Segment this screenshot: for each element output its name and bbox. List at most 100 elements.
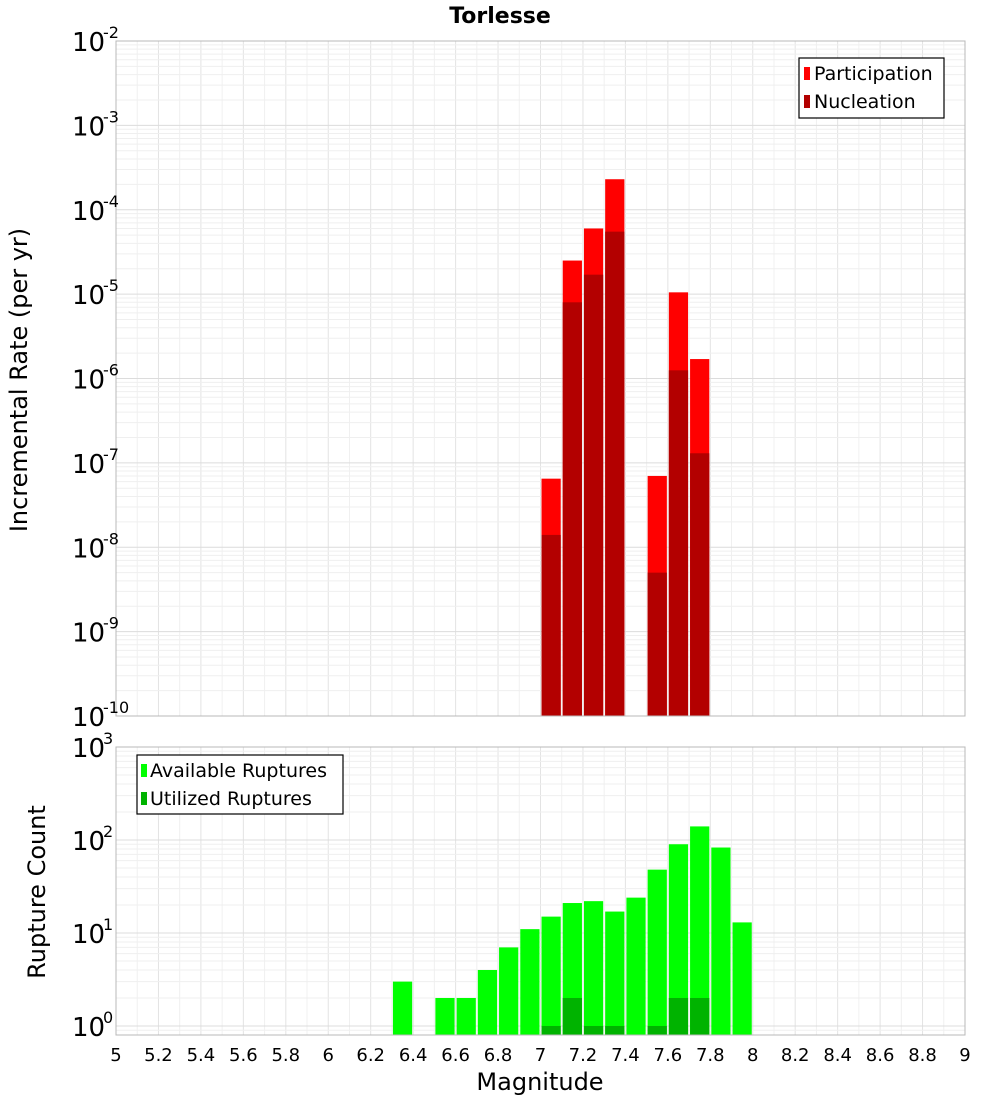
bar-nucleation	[668, 370, 689, 716]
bar-utilized-ruptures	[647, 1025, 667, 1035]
top-y-axis-label: Incremental Rate (per yr)	[5, 228, 33, 532]
legend-label-participation: Participation	[814, 63, 933, 85]
top-plot-frame	[115, 40, 966, 717]
legend-label-nucleation: Nucleation	[814, 91, 916, 113]
x-tick-label: 6.6	[441, 1045, 470, 1066]
bar-available-ruptures	[732, 922, 752, 1035]
top-y-tick-exponent: -9	[103, 614, 119, 633]
top-y-tick-exponent: -3	[103, 107, 119, 126]
legend-swatch-participation	[804, 67, 810, 80]
bar-nucleation	[541, 534, 561, 716]
x-tick-label: 6.2	[356, 1045, 385, 1066]
bar-available-ruptures	[583, 901, 604, 1035]
x-tick-label: 7	[535, 1045, 546, 1066]
bar-utilized-ruptures	[605, 1025, 625, 1035]
top-y-tick-label: 10	[72, 28, 105, 58]
bottom-y-tick-exponent: 2	[103, 822, 113, 841]
top-y-tick-exponent: -6	[103, 361, 119, 380]
bar-utilized-ruptures	[690, 997, 710, 1035]
top-y-tick-label: 10	[72, 112, 105, 142]
bar-utilized-ruptures	[668, 997, 689, 1035]
x-tick-label: 7.2	[569, 1045, 598, 1066]
legend-label-available-ruptures: Available Ruptures	[150, 760, 327, 782]
top-grid	[115, 40, 966, 717]
top-legend: Participation Nucleation	[798, 57, 945, 119]
x-tick-label: 6.4	[399, 1045, 428, 1066]
bar-available-ruptures	[605, 911, 625, 1035]
bottom-legend-box	[136, 754, 344, 815]
x-axis-label: Magnitude	[476, 1068, 603, 1096]
bottom-y-tick-exponent: 1	[103, 915, 113, 934]
bottom-y-tick-exponent: 0	[103, 1008, 113, 1027]
top-y-tick-label: 10	[72, 281, 105, 311]
x-tick-label: 7.6	[654, 1045, 683, 1066]
x-tick-label: 5.6	[229, 1045, 258, 1066]
bottom-y-axis-label: Rupture Count	[23, 805, 51, 979]
legend-label-utilized-ruptures: Utilized Ruptures	[150, 788, 312, 810]
bar-available-ruptures	[711, 847, 731, 1035]
legend-swatch-nucleation	[804, 95, 810, 108]
bar-available-ruptures	[668, 844, 689, 1035]
legend-swatch-utilized-ruptures	[141, 792, 147, 805]
bar-available-ruptures	[477, 969, 498, 1035]
bottom-y-tick-label: 10	[72, 827, 105, 857]
bar-available-ruptures	[626, 897, 646, 1035]
bar-available-ruptures	[647, 869, 667, 1035]
bar-available-ruptures	[499, 947, 519, 1035]
top-y-tick-label: 10	[72, 197, 105, 227]
x-tick-label: 8	[747, 1045, 758, 1066]
chart-title: Torlesse	[449, 4, 551, 29]
x-tick-label: 8.2	[781, 1045, 810, 1066]
x-tick-label: 8.6	[866, 1045, 895, 1066]
bar-utilized-ruptures	[583, 1025, 604, 1035]
bar-available-ruptures	[456, 997, 476, 1035]
top-y-tick-label: 10	[72, 366, 105, 396]
x-tick-label: 9	[959, 1045, 970, 1066]
top-y-tick-label: 10	[72, 450, 105, 480]
x-tick-label: 7.4	[611, 1045, 640, 1066]
bar-utilized-ruptures	[562, 997, 582, 1035]
bottom-bars	[392, 826, 752, 1035]
bar-nucleation	[647, 572, 667, 716]
x-tick-label: 5.2	[144, 1045, 173, 1066]
bar-nucleation	[690, 453, 710, 716]
bar-available-ruptures	[520, 929, 540, 1035]
top-legend-box	[798, 57, 945, 119]
x-tick-label: 8.4	[823, 1045, 852, 1066]
x-tick-label: 5.4	[187, 1045, 216, 1066]
x-tick-label: 5.8	[271, 1045, 300, 1066]
top-y-tick-exponent: -2	[103, 23, 119, 42]
x-tick-label: 8.8	[908, 1045, 937, 1066]
bottom-y-tick-label: 10	[72, 920, 105, 950]
bottom-y-tick-label: 10	[72, 1013, 105, 1043]
top-y-tick-label: 10	[72, 619, 105, 649]
bottom-x-ticks: 5 5.2 5.4 5.6 5.8 6 6.2 6.4 6.6 6.8 7 7.2 7.4 7.6 7.8 8…	[110, 1045, 970, 1066]
top-y-tick-exponent: -8	[103, 529, 119, 548]
bottom-legend: Available Ruptures Utilized Ruptures	[136, 754, 344, 815]
top-y-tick-exponent: -7	[103, 445, 119, 464]
top-y-tick-label: 10	[72, 534, 105, 564]
x-tick-label: 6.8	[484, 1045, 513, 1066]
top-y-tick-exponent: -4	[103, 192, 119, 211]
x-tick-label: 7.8	[696, 1045, 725, 1066]
top-y-tick-exponent: -5	[103, 276, 119, 295]
bar-nucleation	[562, 302, 582, 716]
bar-utilized-ruptures	[541, 1025, 561, 1035]
bottom-plot-frame	[115, 746, 966, 1036]
bar-available-ruptures	[541, 916, 561, 1035]
x-tick-label: 6	[323, 1045, 334, 1066]
x-tick-label: 5	[110, 1045, 121, 1066]
bar-available-ruptures	[392, 981, 413, 1035]
top-bars	[541, 179, 710, 716]
bar-available-ruptures	[690, 826, 710, 1035]
bar-nucleation	[583, 274, 604, 716]
bottom-y-tick-label: 10	[72, 734, 105, 764]
legend-swatch-available-ruptures	[141, 764, 147, 777]
bar-available-ruptures	[435, 997, 455, 1035]
bar-nucleation	[605, 231, 625, 716]
bottom-y-tick-exponent: 3	[103, 729, 113, 748]
